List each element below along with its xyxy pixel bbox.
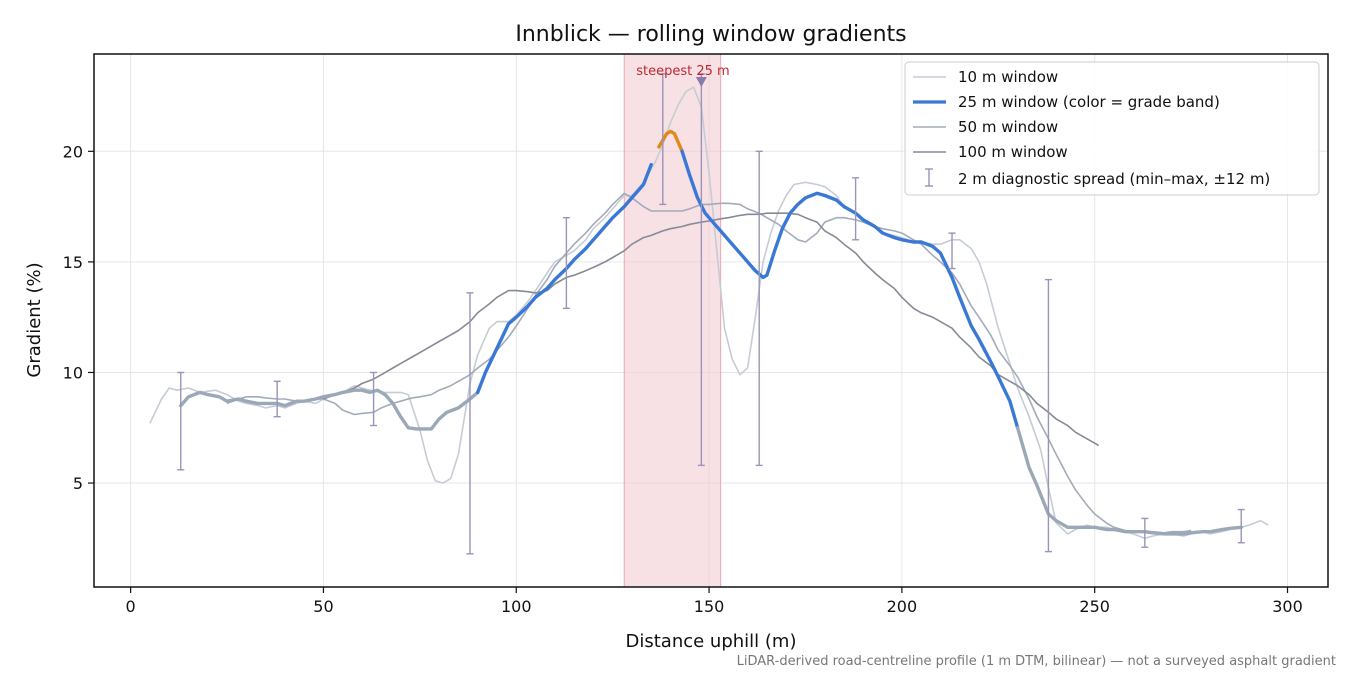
line-w25-band_blue	[680, 149, 1020, 430]
plot-frame	[93, 53, 1329, 588]
y-tick-label: 10	[63, 363, 83, 382]
line-w25-band_orange	[657, 129, 684, 153]
error-bar	[177, 371, 185, 471]
x-tick-label: 250	[1079, 597, 1110, 616]
steepest-band	[623, 54, 722, 587]
steepest-highlight	[623, 54, 722, 587]
error-bar	[659, 73, 667, 206]
error-bar	[1237, 508, 1245, 544]
line-w25-band_grey	[1015, 426, 1243, 536]
error-bar	[697, 73, 705, 467]
x-tick-label: 150	[694, 597, 725, 616]
legend-label-100m: 100 m window	[958, 143, 1068, 161]
x-tick-label: 200	[887, 597, 918, 616]
x-axis-label: Distance uphill (m)	[626, 631, 797, 652]
legend-label-50m: 50 m window	[958, 118, 1058, 136]
x-tick-label: 50	[313, 597, 333, 616]
legend-box	[904, 61, 1320, 196]
error-bar	[852, 177, 860, 241]
error-bar	[466, 292, 474, 555]
y-tick-label: 5	[73, 474, 83, 493]
legend-label-25m: 25 m window (color = grade band)	[958, 93, 1220, 111]
line-w25-band_grey	[179, 388, 387, 408]
chart-title: Innblick — rolling window gradients	[515, 22, 906, 47]
error-bar	[1141, 517, 1149, 548]
steepest-annotation: steepest 25 m	[636, 64, 729, 79]
error-bar	[948, 232, 956, 270]
y-tick-label: 20	[63, 142, 83, 161]
x-tick-label: 100	[501, 597, 532, 616]
legend: 10 m window 25 m window (color = grade b…	[904, 61, 1320, 196]
error-bar	[755, 150, 763, 467]
error-bar	[273, 380, 281, 418]
legend-label-10m: 10 m window	[958, 68, 1058, 86]
y-tick-label: 15	[63, 253, 83, 272]
axis-ticks: 0 50 100 150 200 250 300 5 10 15 20	[63, 142, 1303, 616]
legend-swatch-errorbar	[925, 168, 933, 187]
line-w25-band_grey	[383, 390, 480, 431]
error-bar	[370, 371, 378, 427]
x-tick-label: 300	[1272, 597, 1303, 616]
y-axis-label: Gradient (%)	[24, 262, 45, 377]
line-w100	[323, 212, 1100, 447]
error-bars	[177, 73, 1245, 555]
x-tick-label: 0	[126, 597, 136, 616]
legend-label-errorbar: 2 m diagnostic spread (min–max, ±12 m)	[958, 170, 1270, 188]
error-bar	[1044, 278, 1052, 553]
steepest-marker	[695, 77, 707, 87]
line-w50	[226, 192, 1192, 534]
error-bar	[562, 216, 570, 310]
chart-caption: LiDAR-derived road-centreline profile (1…	[737, 654, 1336, 669]
